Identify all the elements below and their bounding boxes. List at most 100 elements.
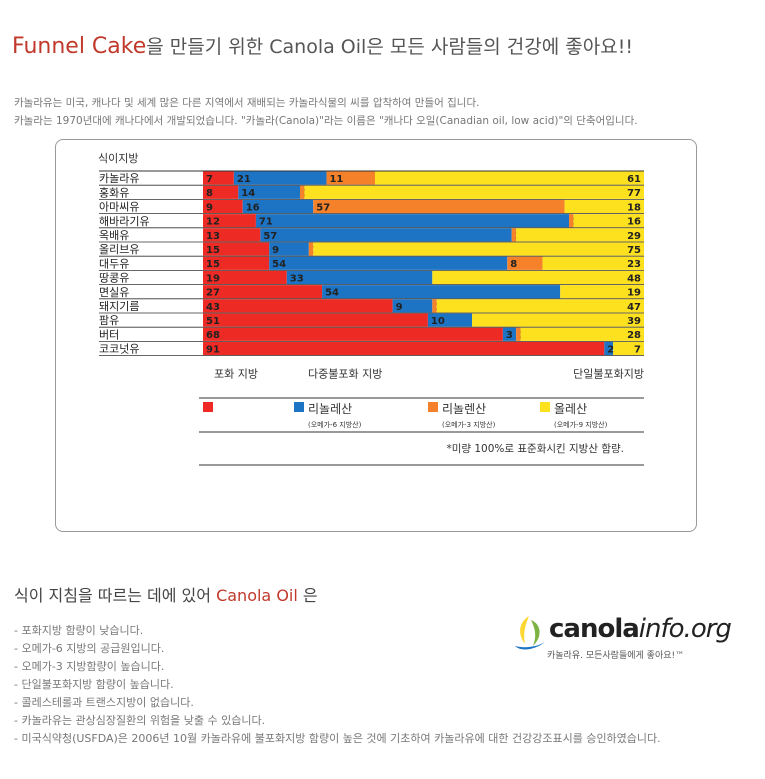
category-label: 아마씨유 — [99, 201, 139, 214]
bar-segment — [472, 313, 644, 327]
axis-label-monounsaturated: 단일불포화지방 — [573, 367, 644, 381]
bar-value-label: 47 — [627, 302, 641, 313]
legend-label: 올레산 — [554, 402, 587, 416]
legend-swatch — [203, 402, 213, 412]
bar-segment — [233, 171, 327, 185]
bar-value-label: 9 — [206, 202, 213, 213]
bar-value-label: 61 — [627, 174, 641, 185]
legend-swatch — [428, 402, 438, 412]
bar-segment — [203, 341, 605, 356]
benefit-list: - 포화지방 함량이 낮습니다. - 오메가-6 지방의 공급원입니다. - 오… — [14, 622, 661, 748]
bar-value-label: 75 — [627, 245, 641, 256]
bar-value-label: 57 — [316, 202, 330, 213]
benefit-item: - 카놀라유는 관상심장질환의 위험을 낮출 수 있습니다. — [14, 714, 266, 727]
brand-tagline: 카놀라유. 모든사람들에게 좋아요!™ — [547, 651, 685, 661]
bar-value-label: 33 — [290, 273, 304, 284]
bar-value-label: 21 — [237, 174, 251, 185]
legend-sublabel: (오메가-9 지방산) — [554, 420, 608, 429]
canola-logo-icon — [515, 616, 545, 650]
page-title: Funnel Cake을 만들기 위한 Canola Oil은 모든 사람들의 … — [12, 32, 633, 59]
bar-value-label: 23 — [627, 259, 641, 270]
axis-label-polyunsaturated: 다중불포화 지방 — [308, 368, 382, 381]
bar-value-label: 10 — [431, 316, 445, 327]
category-label: 해바라기유 — [99, 214, 150, 228]
chart-title: 식이지방 — [98, 152, 138, 165]
bar-segment — [255, 214, 570, 228]
bar-segment — [313, 242, 644, 256]
benefit-item: - 미국식약청(USFDA)은 2006년 10월 카놀라유에 불포화지방 함량… — [14, 732, 661, 745]
bar-value-label: 28 — [627, 330, 641, 341]
bar-segment — [238, 185, 301, 199]
bar-segment — [604, 341, 614, 356]
benefit-item: - 콜레스테롤과 트랜스지방이 없습니다. — [14, 696, 194, 709]
page-title-rest: 을 만들기 위한 Canola Oil은 모든 사람들의 건강에 좋아요!! — [146, 36, 633, 58]
bar-value-label: 48 — [627, 273, 641, 284]
bar-value-label: 9 — [396, 302, 403, 313]
bar-value-label: 54 — [325, 288, 339, 299]
section-title-post: 은 — [297, 586, 318, 605]
bar-segment — [432, 299, 437, 313]
benefit-item: - 오메가-6 지방의 공급원입니다. — [14, 642, 165, 655]
section-title-pre: 식이 지침을 따르는 데에 있어 — [14, 586, 217, 605]
bar-value-label: 8 — [510, 259, 517, 270]
bar-segment — [308, 242, 314, 256]
legend-swatch — [294, 402, 304, 412]
bar-segment — [203, 270, 287, 285]
bar-segment — [542, 256, 644, 270]
bar-value-label: 19 — [627, 288, 641, 299]
bar-segment — [326, 171, 375, 185]
bar-value-label: 16 — [627, 217, 641, 228]
bar-segment — [300, 185, 305, 199]
category-label: 홍화유 — [99, 185, 129, 199]
category-label: 옥배유 — [99, 229, 129, 242]
bar-value-label: 18 — [627, 202, 641, 213]
brand-block: canolainfo.org 카놀라유. 모든사람들에게 좋아요!™ — [511, 610, 732, 662]
bar-value-label: 77 — [627, 188, 641, 199]
bar-segment — [203, 299, 393, 313]
legend-label: 리놀레산 — [308, 402, 352, 416]
bar-segment — [203, 185, 239, 199]
benefit-item: - 단일불포화지방 함량이 높습니다. — [14, 678, 174, 691]
category-label: 면실유 — [99, 286, 129, 299]
bar-value-label: 12 — [206, 217, 220, 228]
bar-value-label: 9 — [272, 245, 279, 256]
bar-segment — [203, 242, 270, 256]
bar-value-label: 13 — [206, 231, 220, 242]
bar-value-label: 43 — [206, 302, 220, 313]
bar-value-label: 68 — [206, 330, 220, 341]
legend-sublabel: (오메가-6 지방산) — [308, 420, 362, 429]
bar-value-label: 7 — [634, 344, 641, 355]
bar-segment — [203, 327, 503, 341]
benefit-item: - 포화지방 함량이 낮습니다. — [14, 624, 144, 637]
bar-segment — [203, 313, 428, 327]
bar-segment — [203, 285, 323, 299]
bar-segment — [432, 270, 644, 285]
category-label: 버터 — [99, 328, 119, 341]
bar-segment — [374, 171, 644, 185]
bar-segment — [569, 214, 574, 228]
intro-line-2: 카놀라는 1970년대에 캐나다에서 개발되었습니다. "카놀라(Canola)… — [14, 115, 638, 127]
bar-value-label: 11 — [329, 174, 343, 185]
section-title: 식이 지침을 따르는 데에 있어 Canola Oil 은 — [14, 582, 318, 606]
axis-label-saturated: 포화 지방 — [214, 368, 258, 381]
category-label: 돼지기름 — [99, 300, 139, 313]
bar-segment — [304, 185, 644, 199]
bar-value-label: 15 — [206, 259, 220, 270]
bar-value-label: 29 — [627, 231, 641, 242]
page-title-accent: Funnel Cake — [12, 34, 147, 59]
bar-segment — [392, 299, 433, 313]
bar-segment — [203, 256, 270, 270]
bar-segment — [269, 256, 508, 270]
bar-value-label: 27 — [206, 288, 220, 299]
fat-composition-chart: 식이지방7211161카놀라유814177홍화유9165718아마씨유12711… — [98, 152, 644, 466]
chart-card: 식이지방7211161카놀라유814177홍화유9165718아마씨유12711… — [55, 139, 732, 661]
bar-value-label: 14 — [241, 188, 255, 199]
legend-sublabel: (오메가-3 지방산) — [442, 420, 496, 429]
bar-segment — [516, 228, 644, 242]
bar-value-label: 2 — [607, 344, 614, 355]
bar-segment — [436, 299, 644, 313]
bar-segment — [286, 270, 433, 285]
bar-value-label: 8 — [206, 188, 213, 199]
bar-segment — [203, 214, 256, 228]
logo-main: canola — [549, 614, 640, 644]
